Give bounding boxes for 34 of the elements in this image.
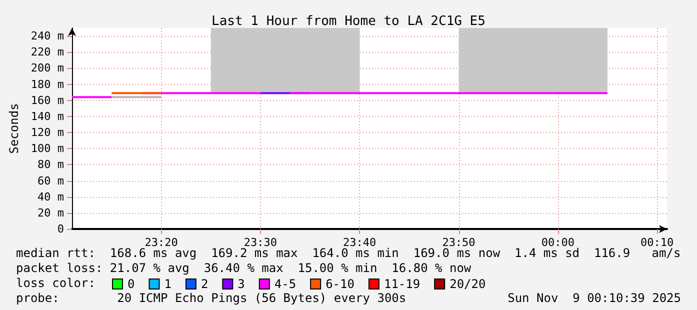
y-tick-label: 60 m [38, 174, 64, 188]
chart-title: Last 1 Hour from Home to LA 2C1G E5 [212, 14, 486, 29]
x-tick-label: 23:20 [144, 236, 178, 249]
y-tick-label: 220 m [30, 46, 64, 59]
x-tick-label: 00:00 [541, 236, 574, 249]
y-tick-label: 0 [57, 222, 64, 236]
text: Sun Nov 9 00:10:39 2025 [508, 291, 681, 305]
y-tick-label: 240 m [30, 30, 64, 43]
legend-label: 11-19 [384, 277, 420, 291]
y-axis-title: Seconds [7, 103, 21, 154]
y-tick-label: 140 m [30, 110, 64, 123]
x-tick-label: 23:40 [343, 236, 376, 249]
y-tick-label: 40 m [38, 190, 64, 204]
legend-label: 20/20 [450, 277, 486, 291]
text: median rtt: 168.6 ms avg 169.2 ms max 164.0 ms min 169.0 ms now 1.4 ms sd 116.9 am/s [16, 246, 681, 260]
y-tick-label: 200 m [30, 62, 64, 75]
legend-label: 1 [164, 277, 172, 291]
legend-label: 3 [238, 277, 245, 291]
x-tick-label: 00:10 [640, 236, 674, 249]
y-tick-label: 120 m [30, 126, 64, 140]
legend-label: 0 [128, 277, 135, 291]
legend-title: loss color: [16, 276, 96, 290]
y-tick-label: 80 m [38, 158, 64, 172]
y-tick-label: 100 m [30, 142, 64, 156]
legend-label: 2 [200, 277, 208, 291]
x-tick-label: 23:30 [244, 236, 277, 249]
legend-label: 4-5 [274, 277, 296, 291]
y-tick-label: 180 m [30, 78, 64, 91]
text: probe: 20 ICMP Echo Pings (56 Bytes) every 300s [16, 291, 406, 305]
text: packet loss: 21.07 % avg 36.40 % max 15.00 % min 16.80 % now [16, 261, 472, 275]
legend-label: 6-10 [326, 277, 354, 291]
y-tick-label: 20 m [38, 206, 64, 220]
x-tick-label: 23:50 [442, 236, 476, 249]
y-tick-label: 160 m [30, 94, 64, 107]
